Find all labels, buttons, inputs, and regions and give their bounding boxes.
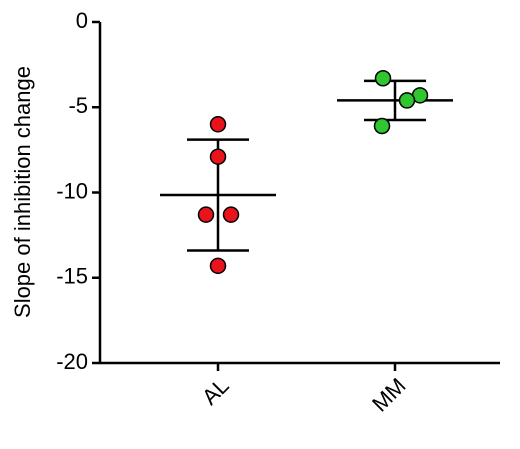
data-point [209,116,227,133]
data-point [398,92,416,109]
y-tick-label: -15 [56,264,88,289]
y-tick-label: 0 [76,8,88,33]
y-tick-label: -5 [68,93,88,118]
data-point [209,148,227,165]
y-axis-label: Slope of inhibition change [10,66,35,318]
y-tick-label: -10 [56,178,88,203]
y-tick-label: -20 [56,349,88,374]
data-point [209,257,227,275]
data-point [197,206,215,223]
data-point [222,206,240,223]
x-tick-label: AL [197,373,234,410]
data-point [373,117,391,135]
x-tick-label: MM [367,373,411,417]
data-point [374,70,392,87]
